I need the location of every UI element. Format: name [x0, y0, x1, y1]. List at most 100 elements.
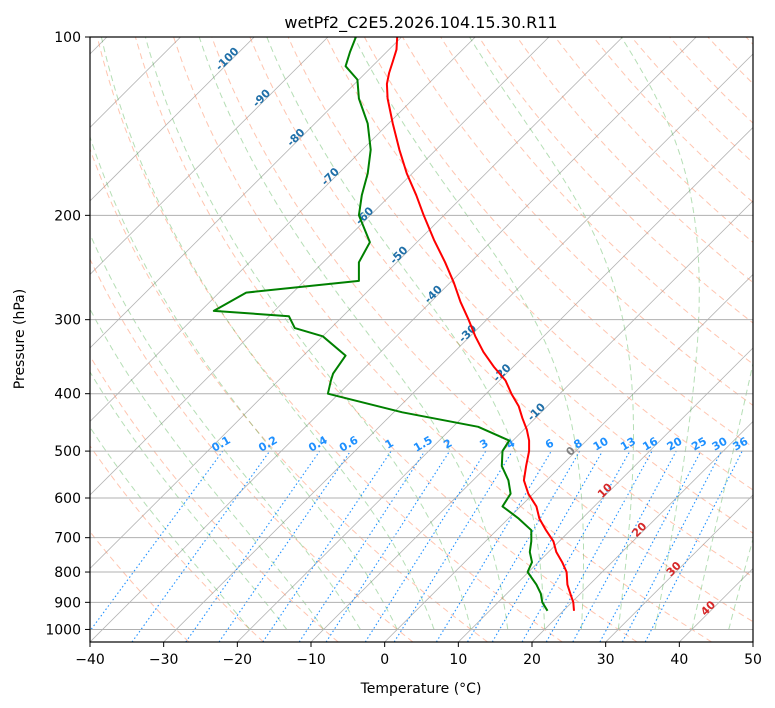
moist-adiabat-line [90, 308, 324, 630]
isotherm-line [384, 273, 753, 642]
x-tick-label: 50 [744, 652, 762, 668]
dry-adiabat-line [96, 37, 563, 642]
isotherm-line [237, 126, 753, 642]
x-tick-label: 40 [670, 652, 688, 668]
mixing-ratio-line [467, 450, 581, 642]
y-tick-label: 1000 [45, 622, 81, 638]
pressure-gridlines [90, 37, 753, 630]
mixing-ratio-label: 6 [543, 436, 556, 451]
moist-adiabat-line [198, 37, 509, 630]
dry-adiabat-line [745, 37, 753, 46]
temperature-series-line [385, 37, 575, 611]
adiabat-label: -50 [387, 243, 410, 266]
y-tick-label: 500 [54, 444, 81, 460]
mixing-ratio-line [185, 450, 321, 642]
moist-adiabat-line [353, 37, 584, 630]
dewpoint-series-line [212, 37, 549, 612]
mixing-ratio-line [90, 450, 224, 632]
y-axis: 100 200 300 400 500 600 700 800 900 1000 [45, 30, 90, 638]
isotherm-line [90, 37, 550, 496]
moist-adiabat-line [469, 37, 634, 630]
y-tick-label: 800 [54, 565, 81, 581]
moist-adiabat-line [90, 370, 288, 630]
isotherm-line [458, 347, 753, 642]
x-tick-label: −10 [296, 652, 326, 668]
reference-lines [90, 37, 753, 642]
mixing-ratio-label: 2 [441, 437, 454, 452]
y-tick-label: 100 [54, 30, 81, 46]
adiabat-label: -70 [319, 165, 342, 188]
profile-series [212, 37, 575, 612]
isotherm-line [90, 37, 255, 202]
dry-adiabat-line [707, 37, 753, 85]
dry-adiabat-line [554, 37, 753, 243]
mixing-ratio-line [131, 450, 271, 642]
mixing-ratio-line [599, 450, 702, 642]
isotherm-line [90, 37, 476, 423]
mixing-ratio-line [364, 450, 487, 642]
y-axis-label: Pressure (hPa) [12, 289, 28, 389]
mixing-ratio-line [572, 450, 677, 642]
y-tick-label: 200 [54, 208, 81, 224]
x-tick-label: 30 [597, 652, 615, 668]
mixing-ratio-line [521, 450, 631, 642]
dry-adiabat-line [173, 37, 712, 642]
dry-adiabat-line [402, 37, 753, 406]
mixing-ratio-label: 3 [478, 437, 491, 452]
isotherm-line [90, 37, 697, 642]
x-axis-label: Temperature (°C) [360, 681, 482, 697]
dry-adiabat-line [90, 530, 190, 642]
x-tick-label: 0 [380, 652, 389, 668]
mixing-ratio-line [393, 450, 513, 642]
isotherm-line [310, 200, 753, 642]
adiabat-label: -90 [250, 86, 273, 109]
moist-adiabat-line [728, 537, 753, 630]
x-axis: −40 −30 −20 −10 0 10 20 30 40 50 [75, 642, 762, 668]
adiabat-label: 30 [664, 559, 684, 579]
isotherm-line [90, 37, 329, 275]
moist-adiabat-line [266, 37, 546, 630]
grid-layer [90, 37, 753, 642]
moist-adiabat-line [100, 37, 435, 630]
adiabat-label: -40 [422, 283, 445, 306]
dry-adiabat-line [516, 37, 753, 284]
y-tick-label: 600 [54, 491, 81, 507]
mixing-ratio-line [435, 450, 552, 642]
dry-adiabat-line [592, 37, 753, 203]
isotherm-line [752, 641, 753, 642]
isotherm-line [605, 494, 753, 642]
dry-adiabat-line [287, 37, 753, 534]
y-tick-label: 900 [54, 595, 81, 611]
adiabat-label: -100 [213, 44, 242, 73]
dry-adiabat-line [90, 258, 414, 642]
dry-adiabat-line [325, 37, 753, 491]
dry-adiabat-line [90, 444, 264, 642]
dry-adiabat-line [669, 37, 753, 124]
y-tick-label: 700 [54, 531, 81, 547]
x-tick-label: 10 [449, 652, 467, 668]
moist-adiabat-line [90, 135, 398, 630]
isotherm-line [679, 567, 753, 642]
moist-adiabat-line [144, 37, 472, 630]
x-tick-label: −40 [75, 652, 105, 668]
adiabat-label: -10 [525, 400, 548, 423]
mixing-ratio-line [262, 450, 392, 642]
isotherm-line [163, 53, 753, 642]
mixing-ratio-line [545, 450, 653, 642]
mixing-ratio-line [491, 450, 603, 642]
adiabat-label: 20 [629, 520, 649, 540]
y-tick-label: 400 [54, 387, 81, 403]
dry-adiabat-line [631, 37, 753, 164]
adiabat-label: -30 [456, 322, 479, 345]
x-tick-label: −20 [223, 652, 253, 668]
dry-adiabat-line [90, 355, 339, 642]
mixing-ratio-line [325, 450, 451, 642]
isotherm-line [90, 37, 402, 349]
y-tick-label: 300 [54, 313, 81, 329]
x-tick-label: −30 [149, 652, 179, 668]
moist-adiabat-line [90, 426, 251, 630]
adiabat-label: -20 [490, 361, 513, 384]
moist-adiabat-line [620, 37, 700, 630]
dry-adiabat-line [440, 37, 753, 365]
